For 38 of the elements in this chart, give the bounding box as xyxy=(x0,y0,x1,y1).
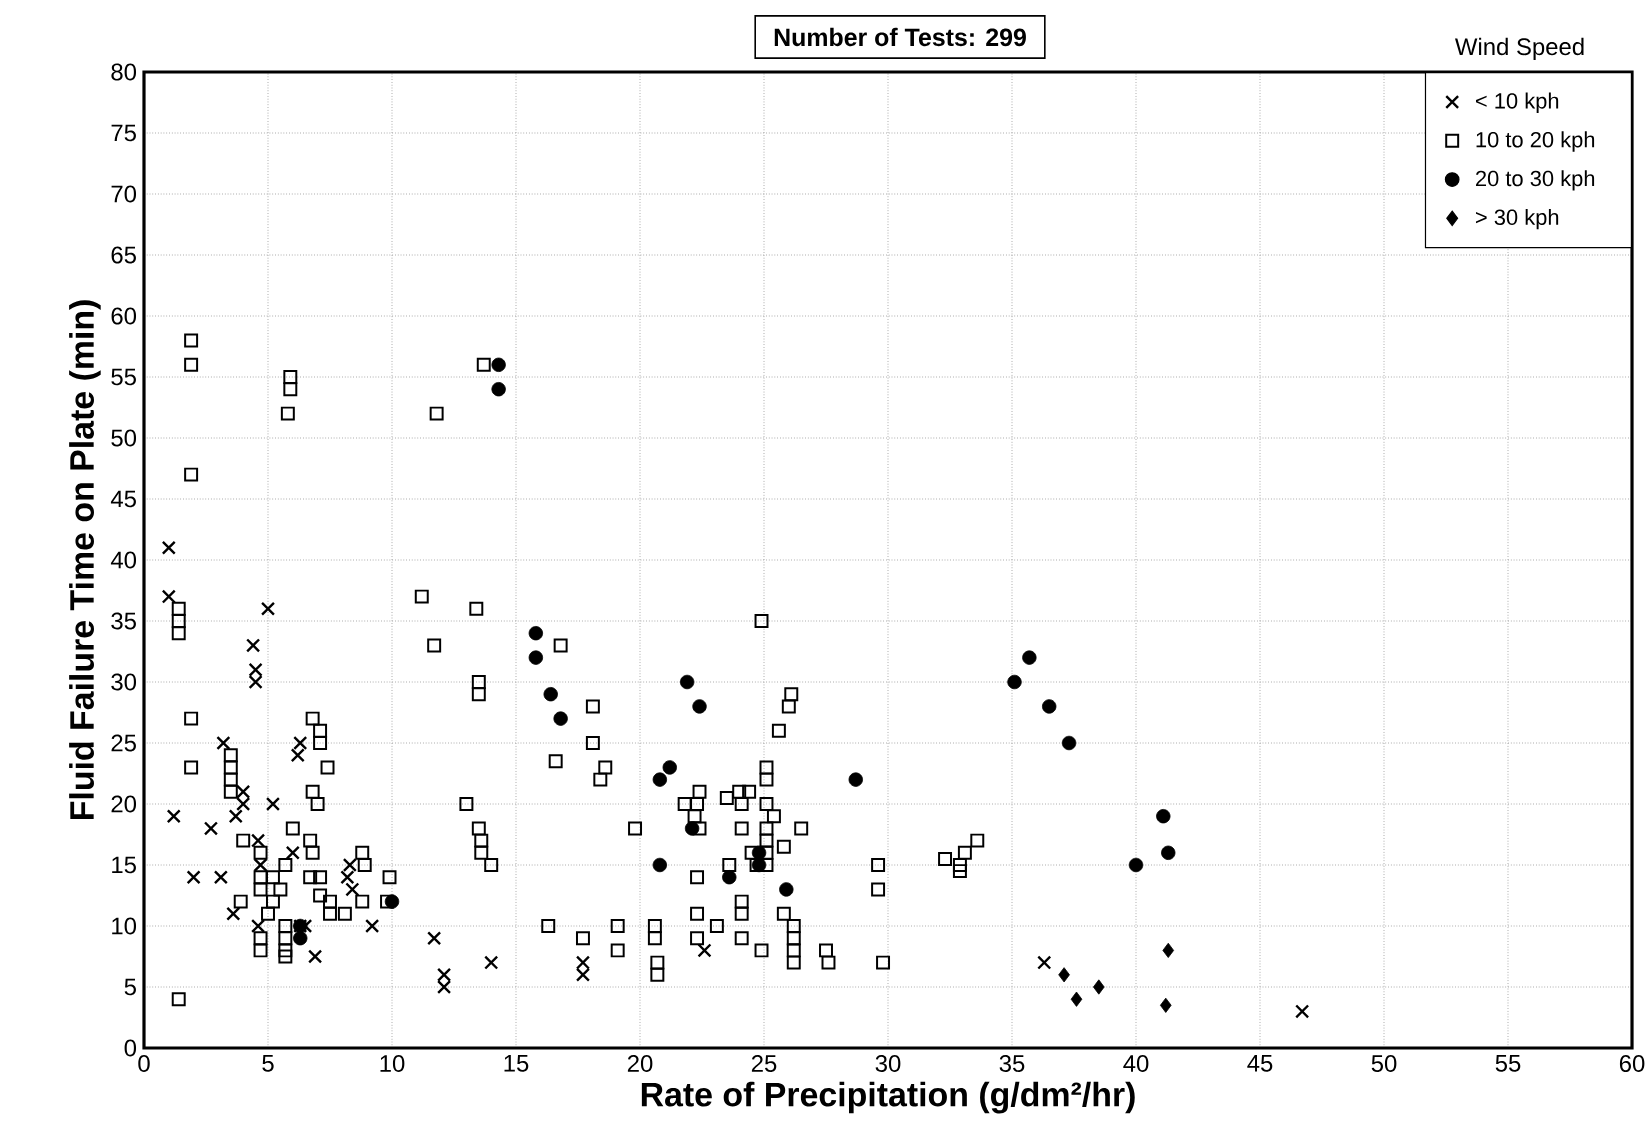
y-tick-label: 50 xyxy=(111,429,137,447)
y-tick-label: 75 xyxy=(111,124,136,142)
chart-title: Number of Tests: 299 xyxy=(774,27,1026,47)
x-tick-label: 55 xyxy=(1495,1055,1521,1072)
x-axis-title: Rate of Precipitation (g/dm²/hr) xyxy=(641,1081,1135,1114)
x-tick-label: 15 xyxy=(504,1055,529,1072)
y-axis-title: Fluid Failure Time on Plate (min) xyxy=(69,300,101,820)
legend-label: > 30 kph xyxy=(1476,208,1559,230)
x-tick-label: 10 xyxy=(380,1055,405,1072)
x-tick-label: 50 xyxy=(1371,1055,1397,1072)
y-tick-label: 60 xyxy=(111,307,137,325)
x-tick-label: 20 xyxy=(627,1055,653,1072)
y-tick-label: 30 xyxy=(111,673,137,691)
y-tick-label: 70 xyxy=(111,185,137,203)
legend-label: < 10 kph xyxy=(1476,92,1559,113)
x-tick-label: 60 xyxy=(1619,1055,1645,1072)
legend-label: 10 to 20 kph xyxy=(1476,131,1595,152)
y-tick-label: 45 xyxy=(110,490,136,508)
x-tick-label: 35 xyxy=(999,1055,1025,1072)
x-tick-label: 25 xyxy=(751,1055,777,1072)
y-tick-label: 5 xyxy=(124,978,136,996)
y-tick-label: 15 xyxy=(112,856,136,874)
y-tick-label: 65 xyxy=(111,246,136,264)
y-tick-label: 20 xyxy=(111,795,137,813)
x-tick-label: 5 xyxy=(262,1055,274,1072)
y-tick-label: 55 xyxy=(111,368,136,386)
y-tick-label: 0 xyxy=(124,1039,137,1057)
y-tick-label: 10 xyxy=(112,917,137,935)
legend-label: 20 to 30 kph xyxy=(1476,170,1595,191)
x-tick-label: 0 xyxy=(138,1055,150,1072)
legend-title: Wind Speed xyxy=(1454,37,1584,60)
y-tick-label: 80 xyxy=(111,63,137,81)
x-tick-label: 45 xyxy=(1247,1055,1273,1072)
x-tick-label: 30 xyxy=(875,1055,901,1072)
y-tick-label: 40 xyxy=(110,551,137,569)
y-tick-label: 35 xyxy=(111,612,136,630)
x-tick-label: 40 xyxy=(1123,1055,1149,1072)
y-tick-label: 25 xyxy=(111,734,136,752)
